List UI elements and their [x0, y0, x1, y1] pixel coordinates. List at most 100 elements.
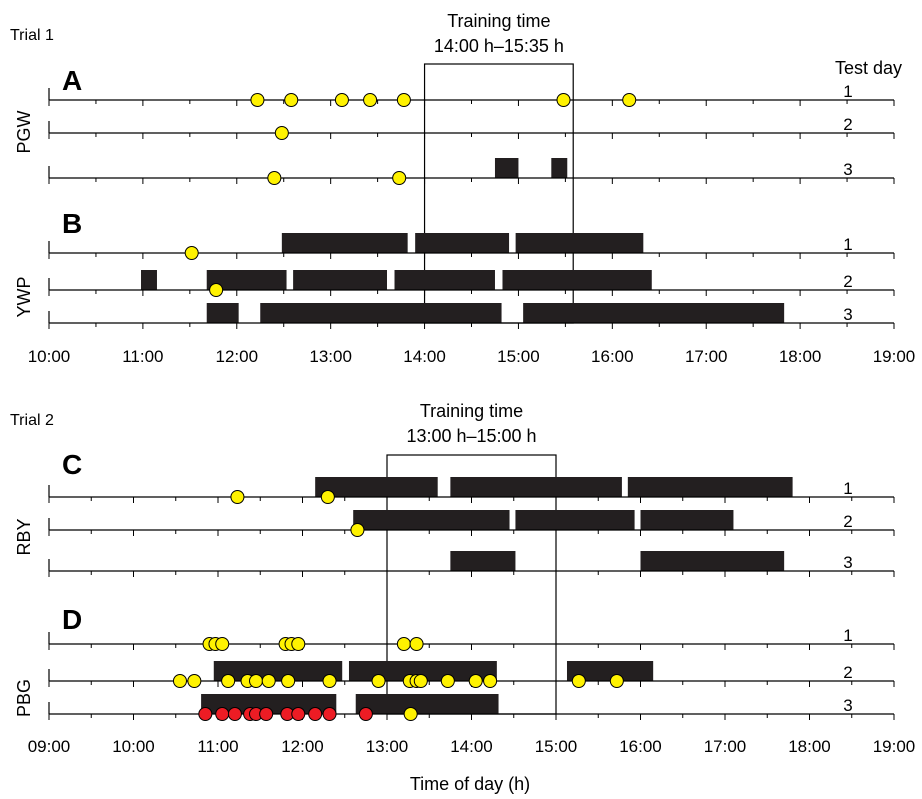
x-tick-label: 14:00 — [450, 737, 493, 756]
test-day-number: 1 — [843, 479, 852, 498]
activity-bar — [627, 477, 793, 497]
x-tick-label: 18:00 — [779, 347, 822, 366]
yellow-observation-point — [409, 637, 424, 651]
yellow-observation-point — [172, 674, 187, 688]
test-day-number: 2 — [843, 663, 852, 682]
x-tick-label: 15:00 — [497, 347, 540, 366]
yellow-observation-point — [350, 523, 365, 537]
x-tick-label: 19:00 — [873, 737, 916, 756]
x-tick-label: 10:00 — [28, 347, 71, 366]
training-label: Training time — [420, 401, 523, 421]
yellow-observation-point — [281, 674, 296, 688]
test-day-number: 1 — [843, 626, 852, 645]
red-observation-point — [322, 707, 337, 721]
panel-letter: B — [62, 208, 82, 239]
yellow-observation-point — [221, 674, 236, 688]
activity-bar — [523, 303, 785, 323]
x-tick-label: 18:00 — [788, 737, 831, 756]
yellow-observation-point — [609, 674, 624, 688]
test-day-number: 2 — [843, 272, 852, 291]
activity-bar — [515, 233, 644, 253]
yellow-observation-point — [371, 674, 386, 688]
red-observation-point — [291, 707, 306, 721]
x-tick-label: 12:00 — [216, 347, 259, 366]
subject-label: PGW — [14, 110, 34, 153]
yellow-observation-point — [249, 674, 264, 688]
yellow-observation-point — [468, 674, 483, 688]
activity-bar — [450, 551, 516, 571]
yellow-observation-point — [261, 674, 276, 688]
yellow-observation-point — [483, 674, 498, 688]
x-axis-label: Time of day (h) — [410, 774, 530, 794]
panel-letter: D — [62, 604, 82, 635]
training-time-label: 13:00 h–15:00 h — [406, 426, 536, 446]
yellow-observation-point — [187, 674, 202, 688]
test-day-number: 1 — [843, 82, 852, 101]
activity-bar — [515, 510, 635, 530]
red-observation-point — [215, 707, 230, 721]
test-day-number: 3 — [843, 696, 852, 715]
yellow-observation-point — [267, 171, 282, 185]
x-tick-label: 12:00 — [281, 737, 324, 756]
red-observation-point — [259, 707, 274, 721]
activity-bar — [450, 477, 622, 497]
yellow-observation-point — [396, 637, 411, 651]
test-day-number: 3 — [843, 305, 852, 324]
yellow-observation-point — [184, 246, 199, 260]
yellow-observation-point — [334, 93, 349, 107]
activity-bar — [355, 694, 499, 714]
test-day-number: 2 — [843, 512, 852, 531]
activity-bar — [260, 303, 502, 323]
yellow-observation-point — [571, 674, 586, 688]
x-tick-label: 19:00 — [873, 347, 916, 366]
x-tick-label: 13:00 — [309, 347, 352, 366]
x-tick-label: 09:00 — [28, 737, 71, 756]
trial-label: Trial 2 — [10, 412, 54, 429]
red-observation-point — [308, 707, 323, 721]
activity-bar — [353, 510, 510, 530]
activity-bar — [640, 510, 734, 530]
yellow-observation-point — [403, 707, 418, 721]
test-day-header: Test day — [835, 58, 902, 78]
trial-label: Trial 1 — [10, 27, 54, 44]
activity-bar — [348, 661, 497, 681]
yellow-observation-point — [230, 490, 245, 504]
training-label: Training time — [447, 11, 550, 31]
activity-bar — [394, 270, 495, 290]
x-tick-label: 15:00 — [535, 737, 578, 756]
activity-bar — [640, 551, 785, 571]
activity-bar — [502, 270, 652, 290]
yellow-observation-point — [413, 674, 428, 688]
activity-bar — [206, 270, 287, 290]
subject-label: RBY — [14, 518, 34, 555]
activity-bar — [281, 233, 408, 253]
red-observation-point — [358, 707, 373, 721]
x-tick-label: 13:00 — [366, 737, 409, 756]
x-tick-label: 14:00 — [403, 347, 446, 366]
test-day-number: 1 — [843, 235, 852, 254]
x-tick-label: 16:00 — [619, 737, 662, 756]
activity-bar — [206, 303, 239, 323]
yellow-observation-point — [215, 637, 230, 651]
activity-bar — [141, 270, 157, 290]
yellow-observation-point — [274, 126, 289, 140]
yellow-observation-point — [284, 93, 299, 107]
x-tick-label: 11:00 — [122, 347, 163, 366]
red-observation-point — [198, 707, 213, 721]
x-tick-label: 17:00 — [685, 347, 728, 366]
yellow-observation-point — [209, 283, 224, 297]
x-tick-label: 11:00 — [197, 737, 238, 756]
yellow-observation-point — [556, 93, 571, 107]
training-time-label: 14:00 h–15:35 h — [434, 36, 564, 56]
yellow-observation-point — [392, 171, 407, 185]
yellow-observation-point — [622, 93, 637, 107]
yellow-observation-point — [250, 93, 265, 107]
subject-label: PBG — [14, 679, 34, 717]
activity-bar — [293, 270, 387, 290]
activity-bar — [566, 661, 654, 681]
yellow-observation-point — [396, 93, 411, 107]
yellow-observation-point — [322, 674, 337, 688]
x-tick-label: 10:00 — [112, 737, 155, 756]
activity-bar — [551, 158, 568, 178]
